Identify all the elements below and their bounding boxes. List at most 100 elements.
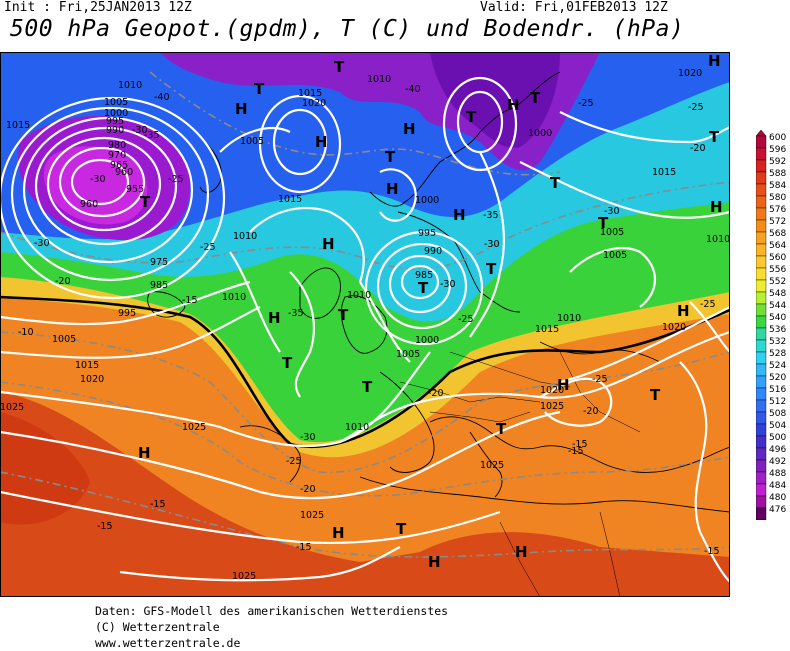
pressure-label: 1000	[415, 195, 439, 206]
pressure-label: 1015	[298, 88, 322, 99]
legend-level: 476	[769, 505, 786, 515]
high-center: H	[403, 120, 416, 138]
legend-swatch	[756, 231, 767, 245]
isobars	[0, 76, 730, 583]
pressure-label: 1000	[104, 108, 128, 119]
legend-level: 580	[769, 193, 786, 203]
high-center: H	[315, 133, 328, 151]
high-center: H	[515, 543, 528, 561]
pressure-label: 1025	[480, 460, 504, 471]
legend-swatch	[756, 483, 767, 497]
pressure-label: 995	[106, 116, 124, 127]
legend-swatch	[756, 147, 767, 161]
temperature-label: -25	[578, 98, 594, 109]
temperature-label: -30	[34, 238, 50, 249]
high-center: H	[138, 444, 151, 462]
temperature-label: -20	[300, 484, 316, 495]
low-center: T	[396, 520, 407, 538]
legend-level: 528	[769, 349, 786, 359]
legend-level: 568	[769, 229, 786, 239]
temperature-label: -25	[458, 314, 474, 325]
pressure-label: 1005	[240, 136, 264, 147]
pressure-label: 980	[108, 140, 126, 151]
legend-swatch	[756, 471, 767, 485]
legend-level: 576	[769, 205, 786, 215]
high-center: H	[322, 235, 335, 253]
legend-swatch	[756, 207, 767, 221]
pressure-label: 975	[150, 257, 168, 268]
temperature-label: -30	[132, 125, 148, 136]
legend-swatch	[756, 267, 767, 281]
pressure-label: 995	[118, 308, 136, 319]
red-field	[0, 392, 730, 597]
pressure-label: 1010	[233, 231, 257, 242]
temperature-label: -20	[690, 143, 706, 154]
pressure-label: 1015	[6, 120, 30, 131]
legend-swatch	[756, 291, 767, 305]
pressure-label: 1010	[118, 80, 142, 91]
pressure-label: 1020	[678, 68, 702, 79]
pressure-label: 1000	[415, 335, 439, 346]
temperature-label: -25	[286, 456, 302, 467]
temperature-label: -40	[405, 84, 421, 95]
legend-level: 592	[769, 157, 786, 167]
pressure-label: 1015	[652, 167, 676, 178]
legend-level: 516	[769, 385, 786, 395]
pressure-label: 955	[126, 184, 144, 195]
pressure-label: 1015	[278, 194, 302, 205]
temperature-label: -30	[604, 206, 620, 217]
high-center: H	[677, 302, 690, 320]
high-center: H	[428, 553, 441, 571]
pressure-label: 990	[424, 246, 442, 257]
pressure-label: 1025	[300, 510, 324, 521]
legend-level: 496	[769, 445, 786, 455]
low-center: T	[362, 378, 373, 396]
data-credit: Daten: GFS-Modell des amerikanischen Wet…	[95, 603, 448, 651]
legend-arrow-top	[756, 130, 767, 137]
pressure-label: 1005	[396, 349, 420, 360]
pressure-label: 960	[115, 167, 133, 178]
temperature-label: -15	[97, 521, 113, 532]
legend-swatch	[756, 339, 767, 353]
pressure-label: 1020	[540, 385, 564, 396]
legend-level: 500	[769, 433, 786, 443]
legend-level: 548	[769, 289, 786, 299]
legend-level: 552	[769, 277, 786, 287]
temperature-label: -25	[592, 374, 608, 385]
legend-level: 512	[769, 397, 786, 407]
map-title: 500 hPa Geopot.(gpdm), T (C) und Bodendr…	[10, 16, 685, 42]
low-center: T	[338, 306, 349, 324]
low-center: T	[550, 174, 561, 192]
legend-level: 540	[769, 313, 786, 323]
legend-swatch	[756, 219, 767, 233]
legend-swatch	[756, 399, 767, 413]
legend-swatch	[756, 507, 767, 520]
temperature-label: -35	[483, 210, 499, 221]
pressure-label: 1010	[347, 290, 371, 301]
low-center: T	[598, 214, 609, 232]
low-center: T	[496, 420, 507, 438]
temperature-label: -25	[200, 242, 216, 253]
pressure-label: 1005	[52, 334, 76, 345]
legend-swatch	[756, 411, 767, 425]
temperature-label: -15	[572, 439, 588, 450]
pressure-label: 1025	[232, 571, 256, 582]
init-time: Init : Fri,25JAN2013 12Z	[4, 0, 192, 15]
temperature-label: -15	[182, 295, 198, 306]
pressure-label: 1005	[104, 97, 128, 108]
legend-swatch	[756, 375, 767, 389]
high-center: H	[557, 376, 570, 394]
legend-level: 508	[769, 409, 786, 419]
high-center: H	[710, 198, 723, 216]
temperature-label: -35	[144, 130, 160, 141]
legend-level: 492	[769, 457, 786, 467]
pressure-label: 1020	[80, 374, 104, 385]
low-center: T	[709, 128, 720, 146]
color-legend: 600 596 592 588 584 580 576 572 568 564 560 556 552 5…	[756, 130, 786, 520]
temperature-label: -25	[700, 299, 716, 310]
low-center: T	[650, 386, 661, 404]
temperature-label: -10	[18, 327, 34, 338]
temperature-label: -15	[704, 546, 720, 557]
low-center: T	[254, 80, 265, 98]
low-center: T	[282, 354, 293, 372]
